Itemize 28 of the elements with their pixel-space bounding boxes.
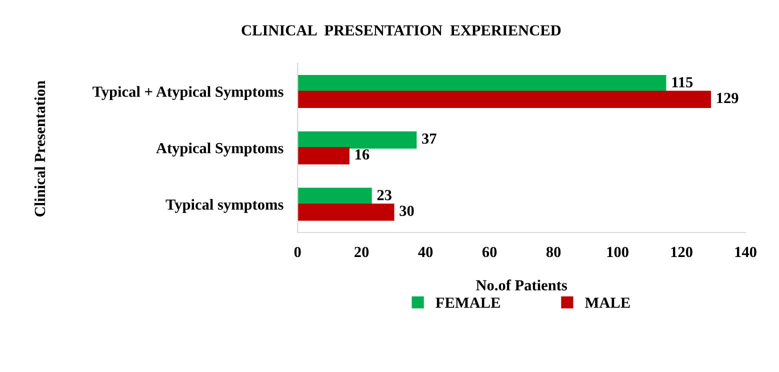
chart-title: CLINICAL PRESENTATION EXPERIENCED <box>242 25 561 36</box>
x-tick-label: 60 <box>482 246 497 258</box>
y-tick-label: Atypical Symptoms <box>156 142 284 156</box>
data-label: 30 <box>400 206 414 216</box>
x-tick-label: 100 <box>607 246 628 258</box>
data-label: 37 <box>422 134 436 144</box>
data-label: 129 <box>717 92 738 104</box>
x-axis-title: No.of Patients <box>476 280 567 291</box>
bar <box>298 188 372 205</box>
legend-label: FEMALE <box>436 298 500 308</box>
data-label: 23 <box>377 190 392 200</box>
x-tick-label: 80 <box>546 246 561 258</box>
bar <box>298 131 417 149</box>
legend-label: MALE <box>585 298 630 308</box>
bar <box>298 204 394 221</box>
y-tick-label: Typical symptoms <box>166 198 284 213</box>
x-tick-label: 40 <box>418 246 433 258</box>
y-tick-label: Typical + Atypical Symptoms <box>92 86 284 100</box>
x-tick-label: 120 <box>671 246 692 258</box>
x-tick-label: 0 <box>294 246 301 258</box>
bar <box>298 147 350 164</box>
bar <box>298 74 666 92</box>
x-tick-label: 20 <box>354 246 369 258</box>
y-axis-title: Clinical Presentation <box>34 80 46 216</box>
bar <box>298 90 712 108</box>
x-tick-label: 140 <box>735 246 756 258</box>
data-label: 115 <box>672 77 693 88</box>
data-label: 16 <box>356 149 370 160</box>
